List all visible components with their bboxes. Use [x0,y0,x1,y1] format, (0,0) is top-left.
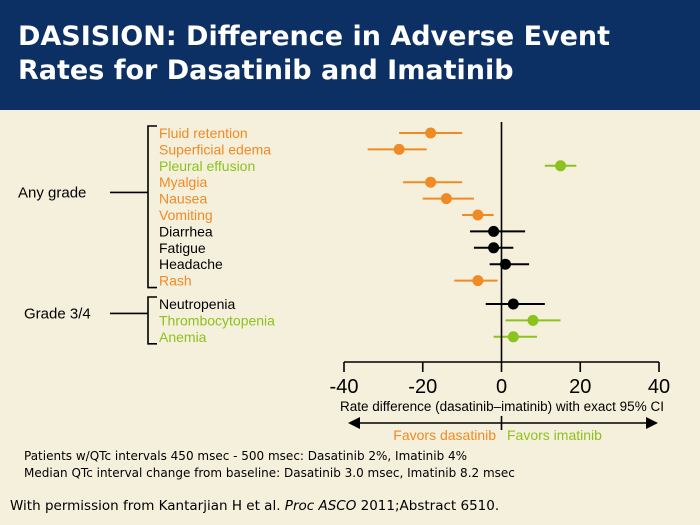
forest-row: Vomiting [159,207,494,223]
citation: With permission from Kantarjian H et al.… [10,498,499,514]
citation-journal: Proc ASCO [284,498,357,514]
estimate-point [507,331,519,343]
row-label: Fluid retention [159,125,248,141]
group-label: Any grade [18,184,86,201]
forest-row: Fatigue [159,240,514,256]
x-tick-label: -40 [330,376,359,398]
x-tick-label: 0 [496,376,507,398]
estimate-point [425,176,437,188]
forest-row: Neutropenia [159,296,545,312]
row-label: Neutropenia [159,296,235,312]
x-tick-label: 20 [569,376,591,398]
qtc-change-note: Median QTc interval change from baseline… [24,466,515,480]
estimate-point [425,127,437,139]
bracket-line [147,296,157,345]
forest-row: Thrombocytopenia [159,312,561,328]
estimate-point [440,193,452,205]
estimate-point [499,258,511,270]
row-label: Headache [159,256,223,272]
estimate-point [472,275,484,287]
arrow-right-head [646,417,658,429]
row-label: Superficial edema [159,141,271,157]
x-tick-label: 40 [648,376,670,398]
forest-row: Superficial edema [159,141,427,157]
group-label: Grade 3/4 [24,305,91,322]
forest-row: Pleural effusion [159,158,577,174]
forest-row: Rash [159,273,498,289]
estimate-point [393,143,405,155]
row-label: Diarrhea [159,223,213,239]
estimate-point [555,160,567,172]
group-bracket: Grade 3/4 [24,296,157,345]
title-banner: DASISION: Difference in Adverse Event Ra… [0,0,700,110]
estimate-point [527,314,539,326]
favors-imatinib-label: Favors imatinib [507,427,602,443]
qtc-note: Patients w/QTc intervals 450 msec - 500 … [24,449,468,463]
row-label: Anemia [159,329,207,345]
row-label: Nausea [159,191,207,207]
arrow-left-head [348,417,360,429]
citation-suffix: 2011;Abstract 6510. [356,498,500,514]
citation-prefix: With permission from Kantarjian H et al. [10,498,285,514]
forest-row: Headache [159,256,530,272]
favors-dasatinib-label: Favors dasatinib [393,427,496,443]
forest-row: Fluid retention [159,125,463,141]
row-label: Fatigue [159,240,206,256]
forest-row: Nausea [159,191,474,207]
forest-row: Anemia [159,329,537,345]
forest-row: Diarrhea [159,223,526,239]
row-label: Thrombocytopenia [159,312,275,328]
row-label: Vomiting [159,207,213,223]
estimate-point [488,225,500,237]
row-label: Myalgia [159,174,207,190]
forest-row: Myalgia [159,174,463,190]
x-axis-label: Rate difference (dasatinib–imatinib) wit… [340,399,664,414]
bracket-line [147,125,157,289]
row-label: Pleural effusion [159,158,255,174]
estimate-point [472,209,484,221]
x-tick-label: -20 [408,376,437,398]
estimate-point [507,298,519,310]
estimate-point [488,242,500,254]
row-label: Rash [159,273,192,289]
group-bracket: Any grade [18,125,157,289]
slide-title: DASISION: Difference in Adverse Event Ra… [18,21,611,86]
group-brackets: Any grade Grade 3/4 [18,125,157,345]
